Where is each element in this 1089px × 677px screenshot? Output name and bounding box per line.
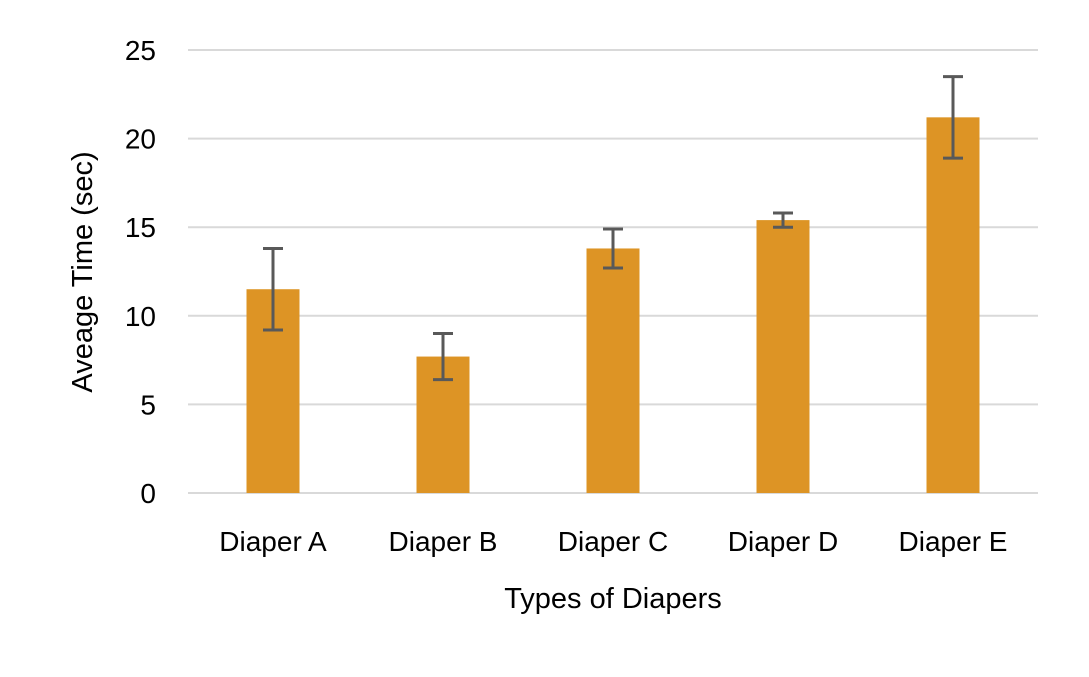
x-tick-label: Diaper A	[219, 526, 327, 557]
bars	[246, 117, 980, 493]
bar	[756, 220, 810, 493]
y-tick-label: 25	[125, 35, 156, 66]
error-bar	[943, 75, 963, 160]
x-tick-label: Diaper D	[728, 526, 838, 557]
error-bar	[433, 332, 453, 382]
error-bar	[263, 246, 283, 332]
error-bars	[263, 75, 963, 382]
y-tick-label: 10	[125, 301, 156, 332]
bar	[926, 117, 980, 493]
y-tick-label: 5	[140, 389, 156, 420]
y-tick-labels: 0 5 10 15 20 25	[125, 35, 156, 509]
x-tick-labels: Diaper A Diaper B Diaper C Diaper D Diaper E	[219, 526, 1007, 557]
x-tick-label: Diaper B	[389, 526, 498, 557]
error-bar	[773, 211, 793, 229]
y-axis-title: Aveage Time (sec)	[67, 151, 99, 392]
y-tick-label: 15	[125, 212, 156, 243]
x-tick-label: Diaper E	[899, 526, 1008, 557]
y-tick-label: 20	[125, 124, 156, 155]
x-tick-label: Diaper C	[558, 526, 668, 557]
bar	[586, 248, 640, 493]
x-axis-title: Types of Diapers	[504, 583, 722, 615]
error-bar	[603, 227, 623, 270]
y-tick-label: 0	[140, 478, 156, 509]
